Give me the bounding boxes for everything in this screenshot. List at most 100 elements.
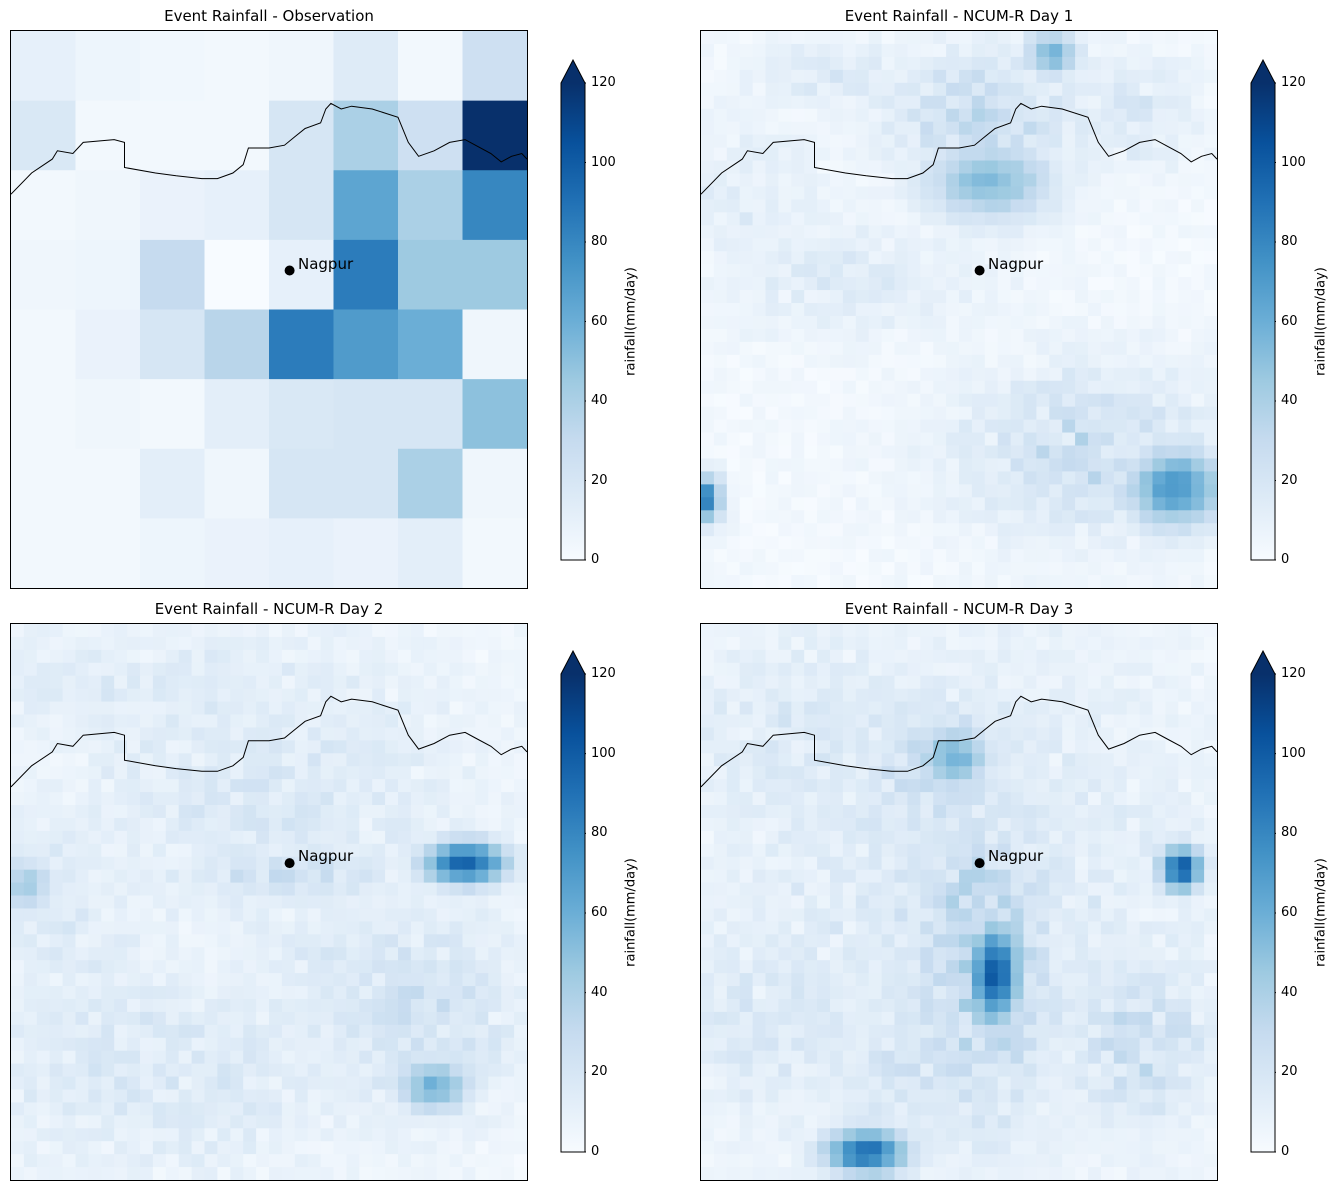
heatmap-cell [333, 714, 347, 728]
heatmap-cell [1100, 843, 1115, 858]
heatmap-cell [997, 173, 1011, 187]
heatmap-cell [1088, 173, 1102, 187]
heatmap-cell [320, 624, 334, 638]
heatmap-cell [1113, 432, 1128, 446]
heatmap-cell [868, 740, 882, 754]
heatmap-cell [462, 1128, 476, 1142]
heatmap-cell [1036, 714, 1050, 728]
heatmap-cell [855, 869, 870, 883]
heatmap-cell [778, 484, 792, 498]
heatmap-cell [997, 406, 1011, 420]
heatmap-cell [204, 1102, 218, 1116]
heatmap-cell [1139, 315, 1153, 330]
heatmap-cell [752, 1063, 766, 1077]
heatmap-cell [49, 882, 63, 896]
heatmap-cell [920, 947, 934, 961]
heatmap-cell [449, 960, 463, 974]
heatmap-cell [1088, 354, 1102, 369]
heatmap-cell [817, 843, 831, 858]
heatmap-cell [114, 843, 128, 858]
heatmap-cell [243, 869, 257, 883]
heatmap-cell [1010, 934, 1024, 948]
heatmap-cell [114, 1050, 128, 1065]
heatmap-cell [933, 277, 947, 291]
heatmap-cell [907, 1037, 921, 1052]
heatmap-cell [256, 817, 270, 832]
heatmap-cell [1204, 277, 1217, 291]
heatmap-cell [398, 701, 412, 715]
heatmap-cell [1139, 212, 1153, 226]
heatmap-cell [804, 212, 818, 226]
heatmap-cell [907, 908, 921, 922]
heatmap-cell [294, 1167, 309, 1180]
heatmap-cell [933, 315, 947, 330]
heatmap-cell [752, 624, 766, 638]
heatmap-cell [1036, 792, 1050, 806]
heatmap-cell [971, 895, 986, 909]
heatmap-cell [1178, 95, 1192, 110]
heatmap-cell [333, 1102, 347, 1116]
heatmap-cell [1062, 484, 1076, 498]
heatmap-cell [1126, 701, 1140, 715]
map-panel-day3 [700, 623, 1218, 1181]
heatmap-cell [726, 31, 741, 45]
heatmap-cell [1204, 69, 1217, 84]
heatmap-cell [127, 688, 141, 702]
heatmap-cell [997, 714, 1011, 728]
heatmap-cell [1023, 792, 1037, 806]
heatmap-cell [804, 458, 818, 472]
heatmap-cell [817, 1050, 831, 1065]
heatmap-cell [114, 869, 128, 883]
heatmap-cell [1049, 354, 1063, 369]
heatmap-cell [346, 649, 360, 664]
heatmap-cell [778, 714, 792, 728]
heatmap-cell [23, 1050, 38, 1065]
heatmap-cell [868, 380, 882, 395]
heatmap-cell [49, 1011, 63, 1026]
heatmap-cell [1139, 973, 1153, 987]
heatmap-cell [1204, 947, 1217, 961]
heatmap-cell [1165, 341, 1179, 356]
heatmap-cell [1152, 792, 1166, 806]
heatmap-cell [726, 367, 741, 382]
heatmap-cell [11, 986, 25, 1000]
heatmap-cell [752, 341, 766, 356]
heatmap-cell [436, 779, 450, 793]
heatmap-cell [907, 419, 921, 433]
heatmap-cell [701, 212, 715, 226]
heatmap-cell [1178, 380, 1192, 395]
heatmap-cell [101, 1037, 115, 1052]
heatmap-cell [881, 264, 895, 278]
heatmap-cell [1010, 675, 1024, 690]
heatmap-cell [881, 212, 895, 226]
heatmap-cell [488, 843, 502, 858]
heatmap-cell [894, 856, 908, 871]
heatmap-cell [204, 1063, 218, 1077]
colorbar-extend-arrow [561, 651, 585, 674]
heatmap-cell [739, 998, 753, 1013]
heatmap-cell [1036, 895, 1050, 909]
heatmap-cell [1178, 290, 1192, 304]
heatmap-cell [1204, 986, 1217, 1000]
heatmap-cell [204, 766, 218, 780]
heatmap-cell [152, 688, 167, 702]
heatmap-cell [765, 315, 779, 330]
heatmap-cell [1178, 264, 1192, 278]
heatmap-cell [804, 536, 818, 550]
heatmap-cell [726, 95, 741, 110]
heatmap-cell [1178, 1076, 1192, 1090]
heatmap-cell [765, 636, 779, 651]
heatmap-cell [359, 753, 373, 767]
heatmap-cell [152, 805, 167, 819]
heatmap-cell [713, 1076, 728, 1090]
heatmap-cell [959, 432, 973, 446]
heatmap-cell [333, 675, 347, 690]
heatmap-cell [1088, 766, 1102, 780]
heatmap-cell [984, 238, 999, 252]
heatmap-cell [1062, 986, 1076, 1000]
heatmap-cell [713, 675, 728, 690]
heatmap-cell [959, 121, 973, 136]
heatmap-cell [778, 523, 792, 537]
heatmap-cell [1088, 264, 1102, 278]
heatmap-cell [804, 895, 818, 909]
